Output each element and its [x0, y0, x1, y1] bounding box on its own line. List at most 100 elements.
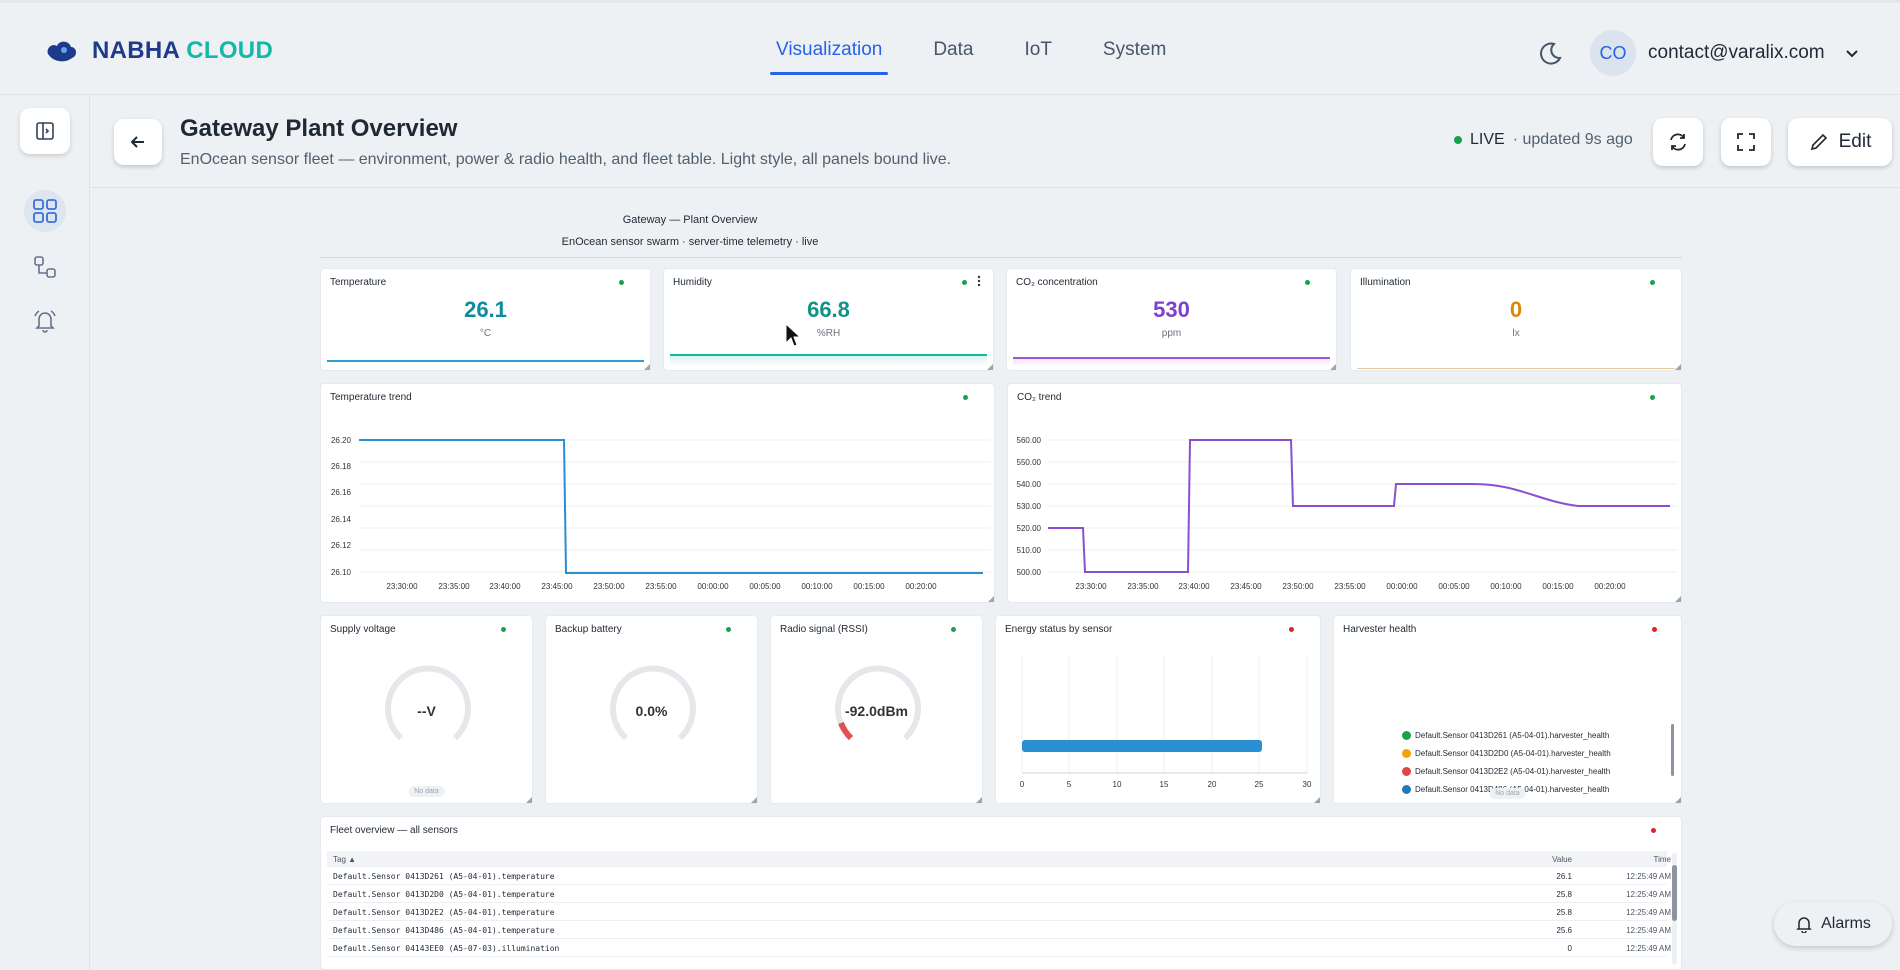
resize-handle[interactable]	[1675, 364, 1681, 370]
resize-handle[interactable]	[987, 364, 993, 370]
panel-title: CO₂ concentration	[1016, 277, 1098, 288]
y-tick: 26.20	[331, 436, 352, 445]
supply-voltage-gauge-panel[interactable]: Supply voltage --V No data	[320, 615, 533, 804]
panel-title: Energy status by sensor	[1005, 624, 1113, 635]
mouse-cursor-icon	[785, 323, 801, 347]
nav-iot[interactable]: IoT	[1024, 39, 1052, 60]
sidebar-item-flows[interactable]	[24, 246, 66, 288]
scrollbar-thumb[interactable]	[1672, 865, 1677, 921]
stat-unit: %RH	[816, 328, 841, 339]
backup-battery-gauge-panel[interactable]: Backup battery 0.0%	[545, 615, 758, 804]
gauge-value: --V	[417, 703, 436, 719]
sparkline	[1013, 357, 1330, 359]
stat-panel-co2[interactable]: CO₂ concentration 530 ppm	[1006, 268, 1337, 371]
y-tick: 26.14	[331, 515, 352, 524]
panel-title: CO₂ trend	[1017, 392, 1062, 403]
co2-trend-panel[interactable]: CO₂ trend 560.00 550.00 540.00 530.00 52…	[1007, 383, 1682, 603]
refresh-button[interactable]	[1653, 118, 1703, 166]
brand[interactable]: NABHA CLOUD	[44, 37, 273, 65]
x-tick: 5	[1067, 780, 1072, 789]
x-tick: 23:35:00	[438, 582, 470, 591]
chevron-down-icon	[1845, 50, 1858, 58]
brand-name-part2: CLOUD	[186, 37, 274, 64]
panel-title: Backup battery	[555, 624, 622, 635]
main-nav: Visualization Data IoT System	[770, 39, 1172, 75]
moon-icon[interactable]	[1536, 39, 1564, 67]
legend-item[interactable]: Default.Sensor 0413D2E2 (A5-04-01).harve…	[1402, 762, 1611, 780]
resize-handle[interactable]	[1675, 596, 1681, 602]
nav-system[interactable]: System	[1102, 39, 1167, 60]
panel-title: Temperature	[330, 277, 387, 288]
y-tick: 26.16	[331, 488, 352, 497]
table-row[interactable]: Default.Sensor 0413D2D0 (A5-04-01).tempe…	[327, 885, 1671, 903]
y-tick: 26.12	[331, 541, 352, 550]
x-tick: 10	[1113, 780, 1122, 789]
stat-value: 0	[1509, 297, 1523, 322]
table-row[interactable]: Default.Sensor 04143EE0 (A5-07-03).illum…	[327, 939, 1671, 957]
kebab-menu-icon[interactable]	[976, 275, 982, 287]
y-tick: 500.00	[1017, 568, 1042, 577]
fullscreen-button[interactable]	[1721, 118, 1771, 166]
radio-signal-gauge-panel[interactable]: Radio signal (RSSI) -92.0dBm	[770, 615, 983, 804]
x-tick: 00:15:00	[853, 582, 885, 591]
status-dot-icon	[619, 280, 624, 285]
flow-nodes-icon	[34, 256, 56, 278]
legend-item[interactable]: Default.Sensor 0413D2D0 (A5-04-01).harve…	[1402, 744, 1611, 762]
sparkline	[327, 360, 644, 362]
live-dot-icon	[1454, 136, 1462, 144]
gauge-value: -92.0dBm	[844, 703, 909, 719]
stat-panel-temperature[interactable]: Temperature 26.1 °C	[320, 268, 651, 371]
edit-button[interactable]: Edit	[1788, 118, 1892, 166]
sidebar-item-alarms[interactable]	[24, 300, 66, 342]
x-tick: 30	[1303, 780, 1312, 789]
resize-handle[interactable]	[1675, 797, 1681, 803]
energy-status-panel[interactable]: Energy status by sensor 0 5 10 15 20 25 …	[995, 615, 1321, 804]
dashboard-title: Gateway — Plant Overview	[622, 214, 758, 226]
page-header: Gateway Plant Overview EnOcean sensor fl…	[90, 95, 1900, 188]
resize-handle[interactable]	[751, 797, 757, 803]
resize-handle[interactable]	[1314, 797, 1320, 803]
pencil-icon	[1810, 133, 1827, 151]
table-row[interactable]: Default.Sensor 0413D261 (A5-04-01).tempe…	[327, 867, 1671, 885]
alarms-button[interactable]: Alarms	[1774, 902, 1892, 946]
user-menu[interactable]: CO contact@varalix.com	[1590, 30, 1861, 76]
stat-panel-humidity[interactable]: Humidity 66.8 %RH	[663, 268, 994, 371]
sparkline	[670, 354, 987, 356]
edit-label: Edit	[1838, 131, 1872, 152]
resize-handle[interactable]	[644, 364, 650, 370]
column-header-value[interactable]: Value	[1552, 855, 1572, 864]
temperature-trend-panel[interactable]: Temperature trend 26.20 26.18 26.16 26.1…	[320, 383, 995, 603]
resize-handle[interactable]	[976, 797, 982, 803]
sidebar-toggle-button[interactable]	[20, 108, 70, 154]
no-data-label: No data	[408, 786, 445, 797]
column-header-tag[interactable]: Tag ▲	[333, 855, 357, 864]
resize-handle[interactable]	[526, 797, 532, 803]
legend-item[interactable]: Default.Sensor 0413D261 (A5-04-01).harve…	[1402, 726, 1611, 744]
sparkline	[1357, 368, 1675, 369]
x-tick: 20	[1208, 780, 1217, 789]
page-title: Gateway Plant Overview	[180, 115, 458, 142]
legend-scrollbar[interactable]	[1671, 724, 1674, 776]
table-row[interactable]: Default.Sensor 0413D486 (A5-04-01).tempe…	[327, 921, 1671, 939]
sidebar-item-dashboards[interactable]	[24, 190, 66, 232]
resize-handle[interactable]	[1330, 364, 1336, 370]
energy-bar	[1022, 740, 1262, 752]
resize-handle[interactable]	[988, 596, 994, 602]
nav-visualization[interactable]: Visualization	[770, 39, 889, 75]
x-tick: 23:40:00	[1178, 582, 1210, 591]
table-row[interactable]: Default.Sensor 0413D2E2 (A5-04-01).tempe…	[327, 903, 1671, 921]
column-header-time[interactable]: Time	[1653, 855, 1671, 864]
updated-text: · updated 9s ago	[1512, 131, 1633, 148]
stat-panel-illumination[interactable]: Illumination 0 lx	[1350, 268, 1682, 371]
table-scrollbar[interactable]	[1672, 853, 1677, 965]
cloud-logo-icon	[47, 41, 77, 62]
harvester-health-panel[interactable]: Harvester health Default.Sensor 0413D261…	[1333, 615, 1682, 804]
fullscreen-icon	[1737, 133, 1755, 151]
brand-name-part1: NABHA	[92, 37, 180, 64]
no-data-label: No data	[1489, 788, 1526, 799]
nav-data[interactable]: Data	[933, 39, 974, 60]
status-dot-icon	[1650, 395, 1655, 400]
status-dot-icon	[951, 627, 956, 632]
back-button[interactable]	[114, 119, 162, 165]
stat-unit: °C	[479, 328, 492, 339]
